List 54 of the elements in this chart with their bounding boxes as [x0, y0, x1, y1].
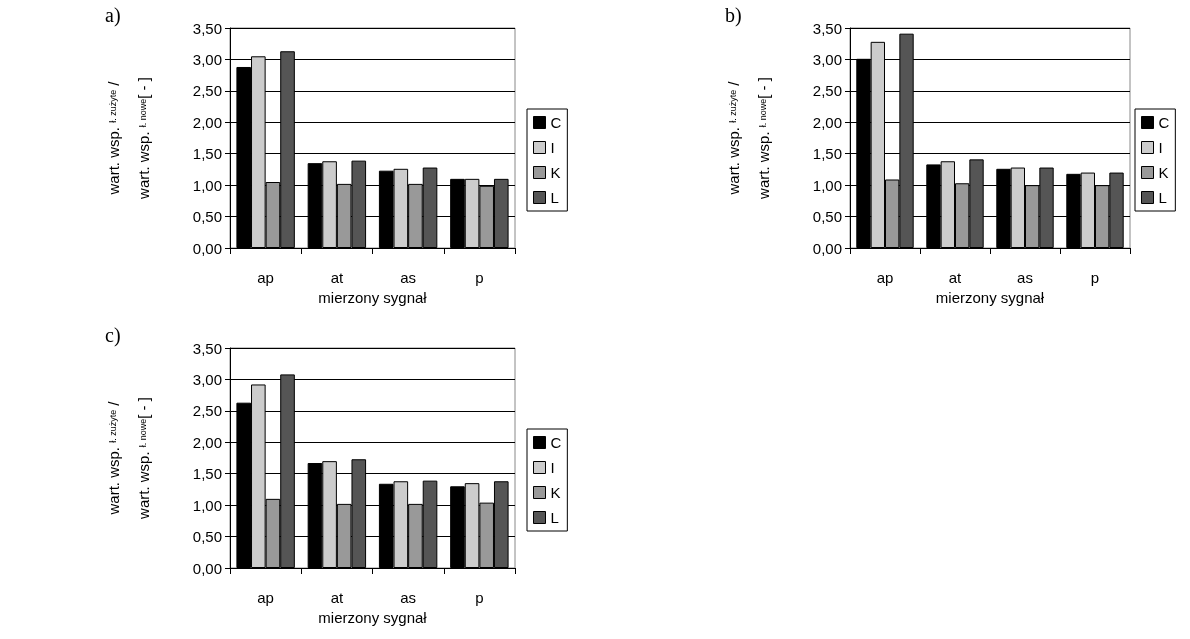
x-tick-label: as: [400, 269, 417, 286]
legend-label: L: [1158, 189, 1167, 206]
y-tick-label: 1,00: [192, 496, 222, 514]
x-tick-label: p: [1090, 269, 1100, 286]
y-tick-label: 3,50: [192, 19, 222, 37]
y-tick-label: 2,50: [192, 82, 222, 100]
legend-label: I: [550, 459, 555, 476]
y-tick-label: 2,00: [812, 113, 842, 131]
chart-title: b): [725, 4, 742, 27]
legend-label: L: [550, 509, 559, 526]
x-tick-label: ap: [257, 589, 274, 606]
x-tick-label: at: [948, 269, 963, 286]
y-tick-label: 2,50: [812, 82, 842, 100]
y-tick-label: 3,50: [192, 339, 222, 357]
y-tick-label: 1,50: [192, 465, 222, 483]
y-tick-label: 0,00: [192, 239, 222, 257]
y-tick-label: 3,00: [192, 370, 222, 388]
legend-label: I: [1158, 139, 1163, 156]
x-tick-label: p: [475, 269, 484, 286]
y-tick-label: 0,50: [192, 208, 222, 226]
chart-title: c): [105, 324, 121, 347]
x-tick-label: as: [1017, 269, 1033, 286]
legend-label: L: [550, 189, 559, 206]
legend-label: K: [550, 484, 561, 501]
y-tick-label: 3,50: [812, 19, 842, 37]
x-axis-title: mierzony sygnał: [935, 288, 1045, 306]
y-tick-label: 1,00: [192, 176, 222, 194]
x-tick-label: as: [400, 589, 417, 606]
legend-label: C: [1158, 114, 1170, 131]
x-tick-label: at: [330, 269, 344, 286]
legend-label: C: [550, 434, 562, 451]
x-tick-label: p: [475, 589, 484, 606]
y-tick-label: 0,00: [812, 239, 842, 257]
y-tick-label: 1,50: [812, 145, 842, 163]
y-tick-label: 3,00: [812, 50, 842, 68]
chart-title: a): [105, 4, 121, 27]
x-tick-label: ap: [876, 269, 894, 286]
legend-label: K: [1158, 164, 1169, 181]
x-axis-title: mierzony sygnał: [318, 608, 428, 626]
y-tick-label: 2,50: [192, 402, 222, 420]
x-tick-label: at: [330, 589, 344, 606]
y-tick-label: 1,00: [812, 176, 842, 194]
x-tick-label: ap: [257, 269, 274, 286]
legend-label: I: [550, 139, 555, 156]
x-axis-title: mierzony sygnał: [318, 288, 428, 306]
legend-label: K: [550, 164, 561, 181]
y-tick-label: 3,00: [192, 50, 222, 68]
y-tick-label: 2,00: [192, 113, 222, 131]
y-tick-label: 0,50: [812, 208, 842, 226]
y-tick-label: 0,50: [192, 528, 222, 546]
legend-label: C: [550, 114, 562, 131]
y-tick-label: 2,00: [192, 433, 222, 451]
y-tick-label: 0,00: [192, 559, 222, 577]
y-tick-label: 1,50: [192, 145, 222, 163]
